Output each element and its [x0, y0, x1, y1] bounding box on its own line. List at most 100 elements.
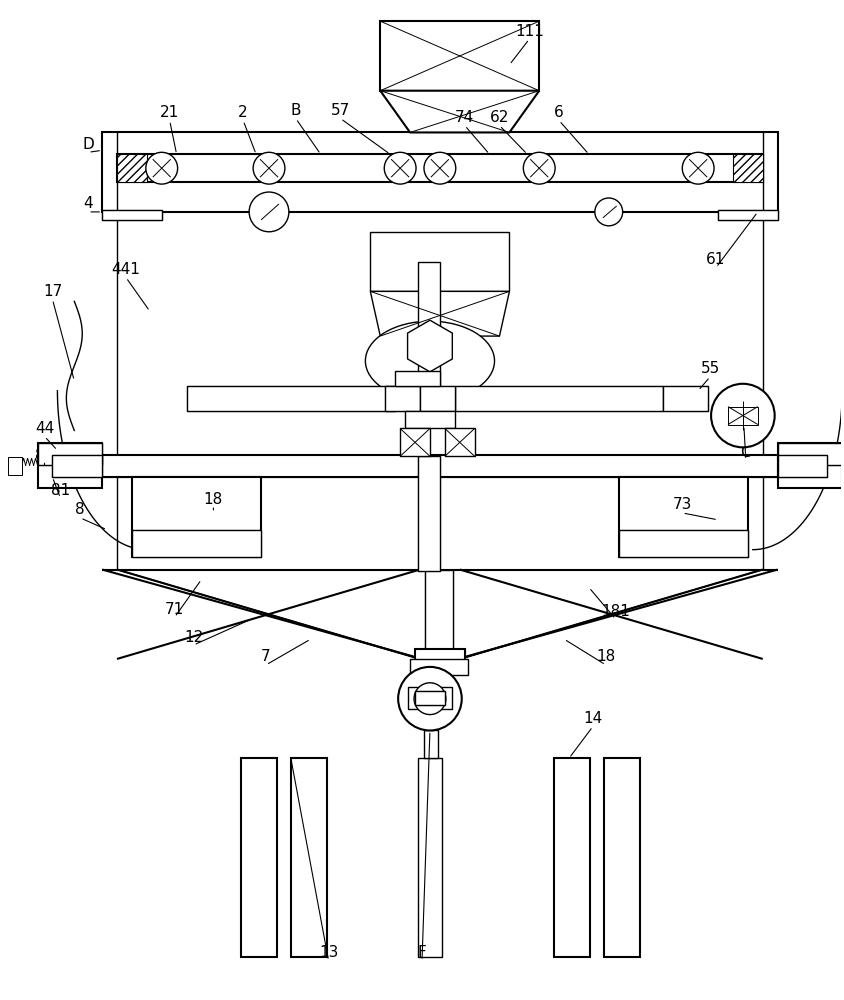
Bar: [410, 659, 468, 675]
Ellipse shape: [365, 321, 495, 401]
Bar: [102, 455, 777, 477]
Bar: [400, 428, 430, 456]
Bar: [117, 154, 147, 182]
Bar: [420, 386, 455, 411]
Circle shape: [253, 152, 285, 184]
Circle shape: [249, 192, 289, 232]
Text: 71: 71: [165, 602, 184, 617]
Bar: [424, 730, 438, 758]
Text: 17: 17: [43, 284, 62, 299]
Bar: [777, 455, 827, 477]
Circle shape: [384, 152, 416, 184]
Text: 8: 8: [75, 502, 85, 517]
Text: 55: 55: [701, 361, 720, 376]
Circle shape: [711, 384, 775, 447]
Text: 61: 61: [706, 252, 726, 267]
Text: 82: 82: [35, 448, 54, 463]
Bar: [663, 386, 708, 411]
Circle shape: [146, 152, 177, 184]
Polygon shape: [381, 91, 539, 132]
Bar: [418, 262, 440, 391]
Bar: [777, 443, 842, 465]
Bar: [415, 649, 465, 661]
Text: 81: 81: [51, 483, 70, 498]
Bar: [728, 407, 758, 425]
Text: 12: 12: [184, 630, 203, 645]
Text: 7: 7: [262, 649, 271, 664]
Bar: [408, 687, 452, 709]
Bar: [415, 649, 465, 661]
Text: F: F: [418, 945, 426, 960]
Bar: [415, 691, 445, 705]
Bar: [37, 443, 102, 465]
Circle shape: [595, 198, 623, 226]
Bar: [385, 386, 420, 411]
Circle shape: [424, 152, 456, 184]
Bar: [733, 154, 763, 182]
Bar: [132, 530, 261, 557]
Bar: [37, 443, 102, 488]
Text: 4: 4: [84, 196, 93, 211]
Bar: [418, 758, 442, 957]
Text: 44: 44: [35, 421, 54, 436]
Bar: [415, 691, 445, 705]
Bar: [425, 570, 452, 651]
Circle shape: [523, 152, 555, 184]
Bar: [52, 455, 102, 477]
Bar: [663, 386, 708, 411]
Bar: [102, 210, 162, 220]
Bar: [132, 477, 261, 557]
Bar: [777, 443, 842, 465]
Bar: [102, 210, 162, 220]
Text: 57: 57: [331, 103, 350, 118]
Text: B: B: [290, 103, 301, 118]
Text: 73: 73: [673, 497, 692, 512]
Bar: [395, 371, 440, 386]
Bar: [241, 758, 277, 957]
Text: 14: 14: [583, 711, 603, 726]
Text: 6: 6: [555, 105, 564, 120]
Bar: [102, 132, 777, 212]
Bar: [187, 386, 395, 411]
Text: 62: 62: [490, 110, 509, 125]
Bar: [445, 428, 474, 456]
Polygon shape: [408, 320, 452, 372]
Text: 111: 111: [515, 24, 544, 39]
Bar: [37, 443, 102, 465]
Bar: [385, 386, 420, 411]
Bar: [619, 530, 748, 557]
Bar: [371, 232, 510, 291]
Circle shape: [398, 667, 462, 730]
Text: 13: 13: [319, 945, 338, 960]
Circle shape: [682, 152, 714, 184]
Bar: [718, 210, 777, 220]
Bar: [187, 386, 395, 411]
Bar: [555, 758, 590, 957]
Bar: [381, 21, 539, 91]
Bar: [418, 456, 440, 571]
Bar: [405, 411, 455, 428]
Bar: [777, 455, 827, 477]
Bar: [777, 443, 842, 488]
Bar: [603, 758, 640, 957]
Bar: [291, 758, 327, 957]
Text: C: C: [740, 445, 751, 460]
Circle shape: [414, 683, 446, 715]
Bar: [619, 530, 748, 557]
Bar: [52, 455, 102, 477]
Text: 74: 74: [455, 110, 474, 125]
Bar: [102, 455, 777, 477]
Text: D: D: [83, 137, 94, 152]
Bar: [718, 210, 777, 220]
Bar: [420, 386, 455, 411]
Bar: [455, 386, 663, 411]
Bar: [455, 386, 663, 411]
Bar: [132, 530, 261, 557]
Bar: [8, 457, 22, 475]
Text: 441: 441: [111, 262, 140, 277]
Bar: [619, 477, 748, 557]
Polygon shape: [371, 291, 510, 336]
Bar: [418, 456, 440, 571]
Text: 2: 2: [238, 105, 248, 120]
Bar: [425, 570, 452, 651]
